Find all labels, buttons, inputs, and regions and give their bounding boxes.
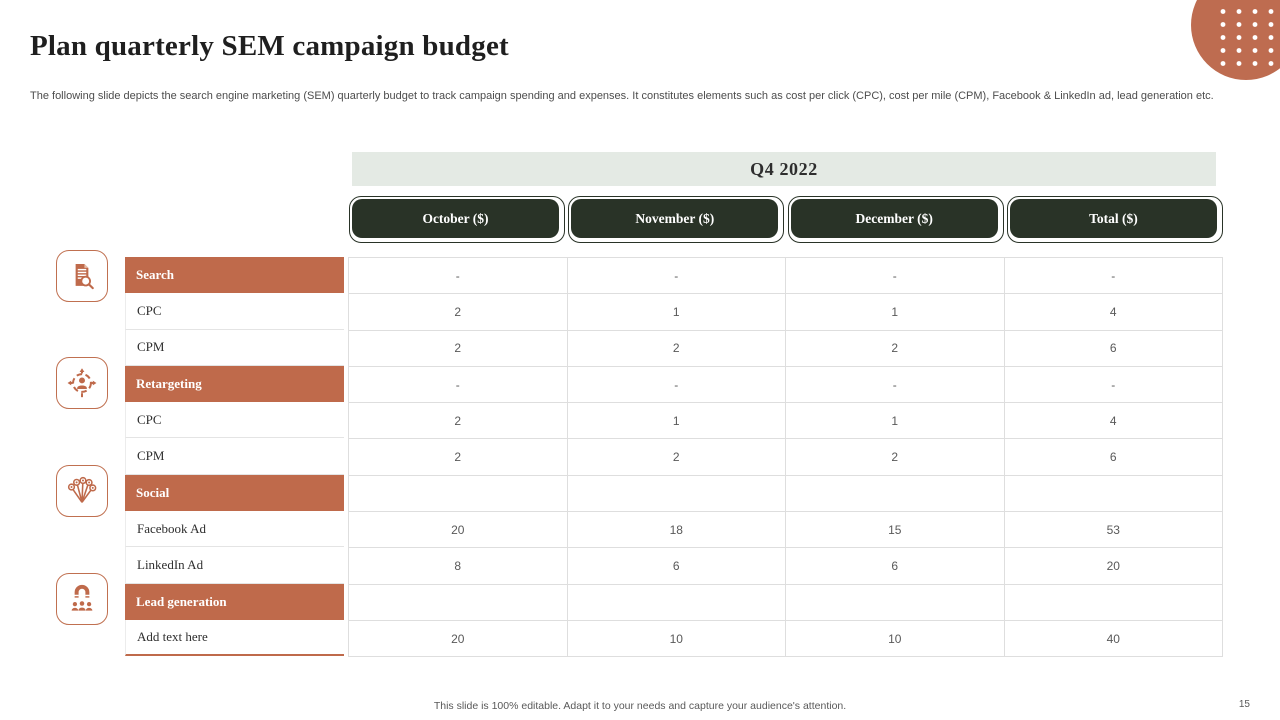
value-cell: 53 [1004, 512, 1222, 548]
row-label: Add text here [125, 619, 344, 657]
value-cell: - [786, 366, 1004, 403]
dots-pattern-decoration [1213, 3, 1275, 66]
value-cell: - [1004, 258, 1222, 294]
value-cell: 10 [567, 620, 785, 657]
row-label: LinkedIn Ad [125, 547, 344, 584]
value-cell: 4 [1004, 403, 1222, 439]
value-cell: 6 [786, 548, 1004, 584]
social-network-icon [56, 465, 108, 517]
row-label: CPC [125, 402, 344, 439]
value-cell: 20 [349, 620, 567, 657]
value-cell [567, 584, 785, 620]
value-cell: - [567, 366, 785, 403]
search-document-icon [56, 250, 108, 302]
value-cell: 40 [1004, 620, 1222, 657]
row-label: CPM [125, 329, 344, 366]
value-cell: 20 [349, 512, 567, 548]
value-cell [786, 584, 1004, 620]
slide-description: The following slide depicts the search e… [30, 90, 1214, 102]
value-cell: 6 [1004, 330, 1222, 366]
value-cell [567, 475, 785, 512]
category-row-label: Retargeting [125, 365, 344, 403]
footer-note: This slide is 100% editable. Adapt it to… [433, 700, 847, 712]
column-header-december: December ($) [787, 196, 1004, 243]
value-cell: 1 [786, 403, 1004, 439]
value-cell: - [567, 258, 785, 294]
page-number: 15 [1238, 699, 1250, 710]
column-header-total: Total ($) [1006, 196, 1223, 243]
value-cell: 10 [786, 620, 1004, 657]
value-cell: 2 [349, 294, 567, 330]
value-cell: 2 [567, 439, 785, 475]
value-cell: 1 [786, 294, 1004, 330]
value-cell: - [349, 366, 567, 403]
budget-data-grid: - - - -2 1 1 4 2 2 2 6- - - -2 1 1 4 2 2 2 6 20 18 15 53 8 6 6 20 20 1… [348, 257, 1223, 658]
column-header-october: October ($) [349, 196, 565, 243]
value-cell: 8 [349, 548, 567, 584]
value-cell: 1 [567, 294, 785, 330]
value-cell [1004, 584, 1222, 620]
value-cell [786, 475, 1004, 512]
value-cell: 2 [786, 439, 1004, 475]
category-row-label: Search [125, 257, 344, 294]
period-header: Q4 2022 [352, 152, 1216, 186]
value-cell: 2 [349, 330, 567, 366]
page-title: Plan quarterly SEM campaign budget [30, 30, 509, 62]
value-cell [1004, 475, 1222, 512]
value-cell: 6 [567, 548, 785, 584]
retargeting-icon [56, 357, 108, 409]
value-cell [349, 475, 567, 512]
value-cell: 4 [1004, 294, 1222, 330]
value-cell: - [349, 258, 567, 294]
value-cell: 2 [349, 439, 567, 475]
value-cell: 2 [349, 403, 567, 439]
row-label: CPC [125, 293, 344, 330]
column-headers: October ($) November ($) December ($) To… [349, 196, 1223, 243]
value-cell: 20 [1004, 548, 1222, 584]
value-cell: 15 [786, 512, 1004, 548]
lead-magnet-icon [56, 573, 108, 625]
value-cell: 6 [1004, 439, 1222, 475]
value-cell: - [1004, 366, 1222, 403]
category-row-label: Lead generation [125, 583, 344, 620]
value-cell: - [786, 258, 1004, 294]
value-cell: 1 [567, 403, 785, 439]
row-label: CPM [125, 438, 344, 475]
value-cell: 18 [567, 512, 785, 548]
label-column: Search CPC CPM Retargeting CPC CPM Social Faceb… [125, 257, 344, 657]
row-label: Facebook Ad [125, 511, 344, 548]
value-cell [349, 584, 567, 620]
value-cell: 2 [567, 330, 785, 366]
value-cell: 2 [786, 330, 1004, 366]
column-header-november: November ($) [568, 196, 785, 243]
category-row-label: Social [125, 474, 344, 512]
